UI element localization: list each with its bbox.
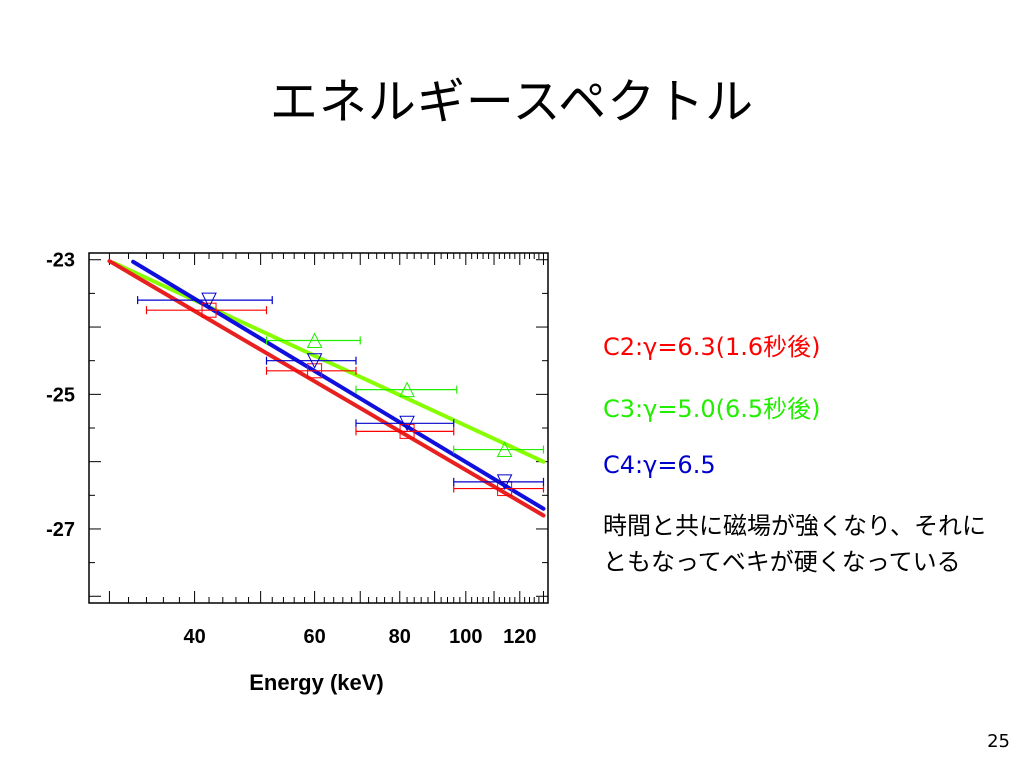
y-tick-label: -27 [46, 519, 75, 541]
x-tick-label: 80 [389, 626, 411, 648]
c3-note: C3:γ=5.0(6.5秒後) [603, 395, 821, 423]
data-point-c3 [306, 332, 323, 348]
c2-note: C2:γ=6.3(1.6秒後) [603, 333, 821, 361]
page-number: 25 [987, 731, 1010, 752]
plot-frame [88, 252, 549, 604]
y-tick-label: -25 [46, 384, 75, 406]
fit-line-c3 [112, 261, 546, 464]
x-tick-label: 60 [303, 626, 325, 648]
data-point-c2 [399, 423, 415, 439]
y-tick-label: -23 [46, 250, 75, 272]
slide-title: エネルギースペクトル [269, 74, 755, 130]
data-point-c3 [399, 381, 415, 398]
x-axis-label: Energy (keV) [249, 670, 384, 695]
data-point-c4 [201, 292, 217, 309]
x-tick-label: 40 [183, 626, 205, 648]
data-point-c4 [306, 353, 323, 369]
x-tick-label: 120 [503, 626, 536, 648]
fit-line-c4 [131, 259, 546, 511]
conclusion-text: 時間と共に磁場が強くなり、それにともなってベキが硬くなっている [603, 512, 987, 576]
data-point-c3 [496, 441, 513, 458]
data-point-c2 [307, 363, 323, 379]
data-point-c4 [399, 415, 415, 432]
fit-line-c2 [107, 259, 546, 518]
c4-note: C4:γ=6.5 [603, 451, 716, 479]
data-point-c4 [496, 474, 513, 490]
data-point-c2 [201, 302, 217, 318]
x-tick-label: 100 [449, 626, 482, 648]
